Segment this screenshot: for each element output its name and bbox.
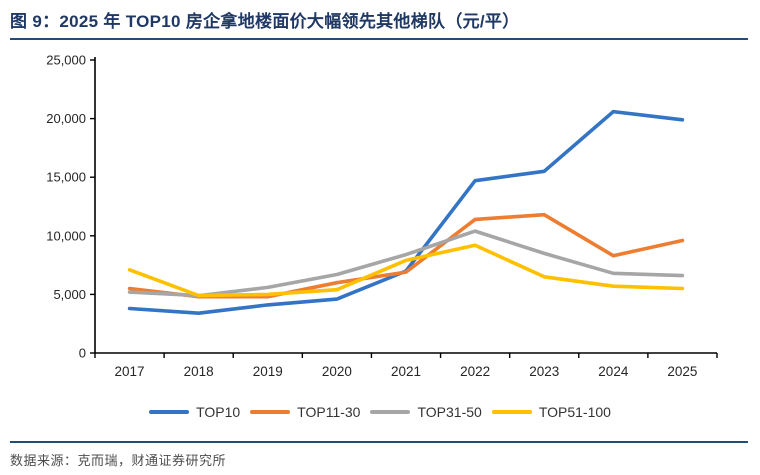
footer-divider xyxy=(10,441,748,443)
legend-item-top11-30: TOP11-30 xyxy=(250,404,360,420)
y-axis-tick-label: 25,000 xyxy=(46,53,86,68)
line-chart: 0 5,000 10,000 15,000 20,000 25,000 2017 2018 20… xyxy=(0,50,760,395)
legend-swatch-top51-100 xyxy=(491,410,532,414)
legend-swatch-top31-50 xyxy=(370,410,411,414)
series-line-top51-100 xyxy=(127,243,685,298)
legend-label-top11-30: TOP11-30 xyxy=(297,404,361,420)
data-source-note: 数据来源：克而瑞，财通证券研究所 xyxy=(10,453,227,468)
legend-label-top51-100: TOP51-100 xyxy=(538,404,611,420)
y-axis-tick-label: 10,000 xyxy=(46,228,86,243)
legend-label-top10: TOP10 xyxy=(196,404,241,420)
x-axis-tick-label: 2020 xyxy=(322,364,352,379)
x-axis-tick-label: 2025 xyxy=(667,364,697,379)
x-axis-tick-label: 2021 xyxy=(391,364,421,379)
x-axis-tick-label: 2017 xyxy=(115,364,145,379)
y-axis-tick-label: 15,000 xyxy=(46,170,86,185)
legend-item-top10: TOP10 xyxy=(149,404,240,420)
chart-legend: TOP10 TOP11-30 TOP31-50 TOP51-100 xyxy=(0,401,760,423)
title-divider xyxy=(10,38,748,40)
y-axis-tick-label: 5,000 xyxy=(53,287,86,302)
legend-label-top31-50: TOP31-50 xyxy=(417,404,482,420)
series-line-top31-50 xyxy=(127,229,685,298)
legend-swatch-top11-30 xyxy=(250,410,291,414)
x-axis-tick-label: 2024 xyxy=(598,364,629,379)
figure-title: 图 9：2025 年 TOP10 房企拿地楼面价大幅领先其他梯队（元/平） xyxy=(10,12,520,31)
x-axis-tick-label: 2022 xyxy=(460,364,490,379)
legend-item-top31-50: TOP31-50 xyxy=(370,404,482,420)
x-axis-tick-label: 2023 xyxy=(529,364,559,379)
legend-swatch-top10 xyxy=(149,410,190,414)
x-axis-tick-label: 2019 xyxy=(253,364,283,379)
line-chart-canvas: 0 5,000 10,000 15,000 20,000 25,000 2017 2018 20… xyxy=(46,53,718,379)
legend-item-top51-100: TOP51-100 xyxy=(491,404,611,420)
x-axis-tick-label: 2018 xyxy=(184,364,214,379)
y-axis-tick-label: 0 xyxy=(79,346,86,361)
y-axis-tick-label: 20,000 xyxy=(46,111,86,126)
